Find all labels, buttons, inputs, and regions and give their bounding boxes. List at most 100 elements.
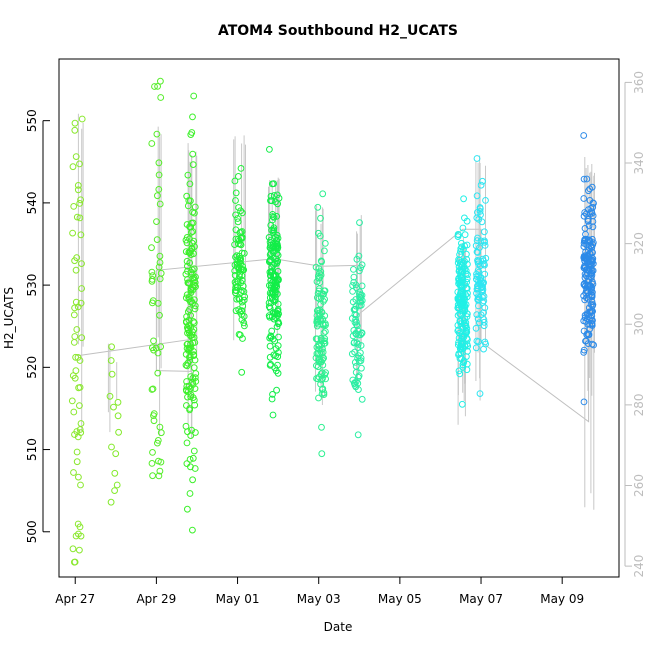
data-point xyxy=(189,228,197,235)
data-point xyxy=(236,295,244,303)
data-point xyxy=(231,261,239,269)
data-point xyxy=(77,196,84,204)
data-point xyxy=(455,367,463,375)
data-point xyxy=(157,343,165,351)
data-point xyxy=(316,350,324,357)
data-point xyxy=(77,231,85,239)
data-point xyxy=(69,545,77,553)
data-point xyxy=(73,458,81,466)
data-point xyxy=(464,347,471,355)
data-point xyxy=(317,370,325,378)
data-point xyxy=(190,274,198,282)
data-point xyxy=(473,155,481,162)
data-point xyxy=(157,77,164,85)
data-point xyxy=(71,333,79,340)
data-point xyxy=(237,241,245,249)
data-point xyxy=(183,378,191,385)
data-point xyxy=(189,381,197,388)
data-point xyxy=(356,267,363,275)
data-point xyxy=(155,171,163,179)
data-point xyxy=(190,318,197,325)
data-point xyxy=(266,342,274,350)
data-point xyxy=(476,204,484,211)
data-point xyxy=(456,282,464,289)
y-axis-label: H2_UCATS xyxy=(2,287,16,349)
right-tick-label: 320 xyxy=(632,232,646,255)
data-point xyxy=(266,289,274,297)
data-point xyxy=(457,248,464,255)
data-point xyxy=(183,439,191,447)
data-point xyxy=(155,263,163,271)
data-point xyxy=(455,277,463,285)
data-point xyxy=(358,291,366,299)
data-point xyxy=(588,322,596,329)
data-point xyxy=(150,337,157,345)
data-point xyxy=(72,153,80,161)
data-point xyxy=(357,298,365,306)
data-point xyxy=(464,271,471,279)
data-point xyxy=(111,487,118,495)
data-point xyxy=(455,351,462,359)
data-point xyxy=(115,428,122,436)
data-point xyxy=(186,356,194,364)
data-point xyxy=(183,192,191,200)
data-point xyxy=(350,273,358,281)
data-point xyxy=(270,213,278,221)
data-point xyxy=(472,344,480,352)
data-point xyxy=(352,281,360,289)
data-point xyxy=(114,412,122,420)
left-tick-label: 510 xyxy=(25,438,39,461)
data-point xyxy=(454,327,462,335)
data-point xyxy=(314,363,322,371)
data-point xyxy=(460,195,468,203)
data-point xyxy=(580,398,588,406)
data-point xyxy=(270,315,278,323)
data-point xyxy=(155,186,163,193)
data-point xyxy=(189,113,196,121)
data-point xyxy=(154,83,162,90)
data-point xyxy=(583,175,591,183)
data-point xyxy=(459,307,467,315)
data-point xyxy=(481,242,489,249)
data-point xyxy=(317,214,324,222)
right-tick-label: 260 xyxy=(632,474,646,497)
data-point xyxy=(319,315,326,323)
data-point xyxy=(588,284,596,291)
data-point xyxy=(313,278,321,286)
data-point xyxy=(153,130,161,138)
data-point xyxy=(313,375,320,382)
data-point xyxy=(320,391,328,399)
data-point xyxy=(456,299,464,307)
data-point xyxy=(77,299,85,307)
data-point xyxy=(76,523,84,531)
data-point xyxy=(153,218,160,226)
data-point xyxy=(184,267,191,275)
data-point xyxy=(274,312,282,320)
data-point xyxy=(274,200,282,208)
data-point xyxy=(239,282,247,290)
data-point xyxy=(268,395,276,403)
data-point xyxy=(274,353,282,361)
data-point xyxy=(458,400,466,408)
data-point xyxy=(76,200,84,207)
data-point xyxy=(581,252,589,260)
data-point xyxy=(108,443,115,451)
data-point xyxy=(70,311,78,319)
data-point xyxy=(473,192,481,200)
data-point xyxy=(240,319,248,327)
data-point xyxy=(316,269,323,277)
left-tick-label: 500 xyxy=(25,520,39,543)
data-point xyxy=(271,364,279,372)
data-point xyxy=(353,284,360,292)
data-point xyxy=(480,318,488,326)
data-point xyxy=(187,432,195,440)
data-point xyxy=(269,411,277,419)
data-point xyxy=(320,389,328,397)
data-point xyxy=(458,340,466,347)
data-point xyxy=(270,227,278,235)
data-point xyxy=(271,337,279,345)
data-point xyxy=(156,275,164,283)
data-point xyxy=(474,234,481,242)
data-point xyxy=(234,218,242,226)
data-point xyxy=(478,282,486,290)
